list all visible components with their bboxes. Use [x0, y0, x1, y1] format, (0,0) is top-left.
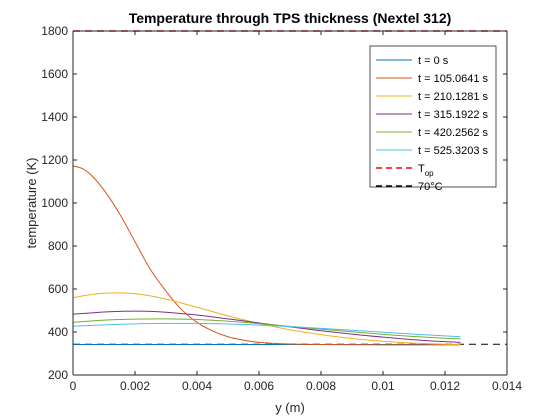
x-tick-label-2: 0.004 — [182, 379, 212, 393]
series-line-1 — [72, 165, 461, 346]
legend-label-2: t = 210.1281 s — [418, 91, 489, 103]
x-tick-label-0: 0 — [70, 379, 77, 393]
y-axis-label: temperature (K) — [24, 157, 39, 248]
x-tick-label-7: 0.014 — [492, 379, 522, 393]
ticks-group: 0 0.002 0.004 0.006 0.008 0.01 0.012 0.014 200 40… — [41, 24, 522, 393]
legend-label-3: t = 315.1922 s — [418, 109, 489, 121]
y-tick-label-5: 1200 — [41, 153, 68, 167]
y-tick-label-2: 600 — [48, 282, 68, 296]
series-line-4 — [72, 318, 461, 340]
legend-items: t = 0 s t = 105.0641 s t = 210.1281 s t = 3… — [376, 55, 489, 193]
legend-label-subscript-6: op — [425, 169, 434, 178]
x-tick-label-3: 0.006 — [244, 379, 274, 393]
legend: t = 0 s t = 105.0641 s t = 210.1281 s t = 3… — [369, 45, 497, 193]
x-tick-label-6: 0.012 — [430, 379, 460, 393]
legend-box — [369, 45, 497, 188]
legend-label-5: t = 525.3203 s — [418, 145, 489, 157]
y-tick-label-7: 1600 — [41, 67, 68, 81]
legend-label-1: t = 105.0641 s — [418, 73, 489, 85]
x-tick-label-1: 0.002 — [120, 379, 150, 393]
legend-label-4: t = 420.2562 s — [418, 127, 489, 139]
y-tick-label-0: 200 — [48, 368, 68, 382]
legend-label-7: 70°C — [418, 181, 443, 193]
series-line-3 — [72, 310, 461, 343]
y-tick-label-1: 400 — [48, 325, 68, 339]
legend-label-0: t = 0 s — [418, 55, 449, 67]
series-line-5 — [72, 322, 461, 338]
y-tick-label-3: 800 — [48, 239, 68, 253]
x-tick-label-4: 0.008 — [306, 379, 336, 393]
y-tick-label-4: 1000 — [41, 196, 68, 210]
y-tick-label-8: 1800 — [41, 24, 68, 38]
chart-title: Temperature through TPS thickness (Nexte… — [129, 10, 452, 26]
y-tick-label-6: 1400 — [41, 110, 68, 124]
x-axis-label: y (m) — [275, 400, 305, 415]
series-line-2 — [72, 292, 461, 345]
x-tick-label-5: 0.01 — [371, 379, 395, 393]
